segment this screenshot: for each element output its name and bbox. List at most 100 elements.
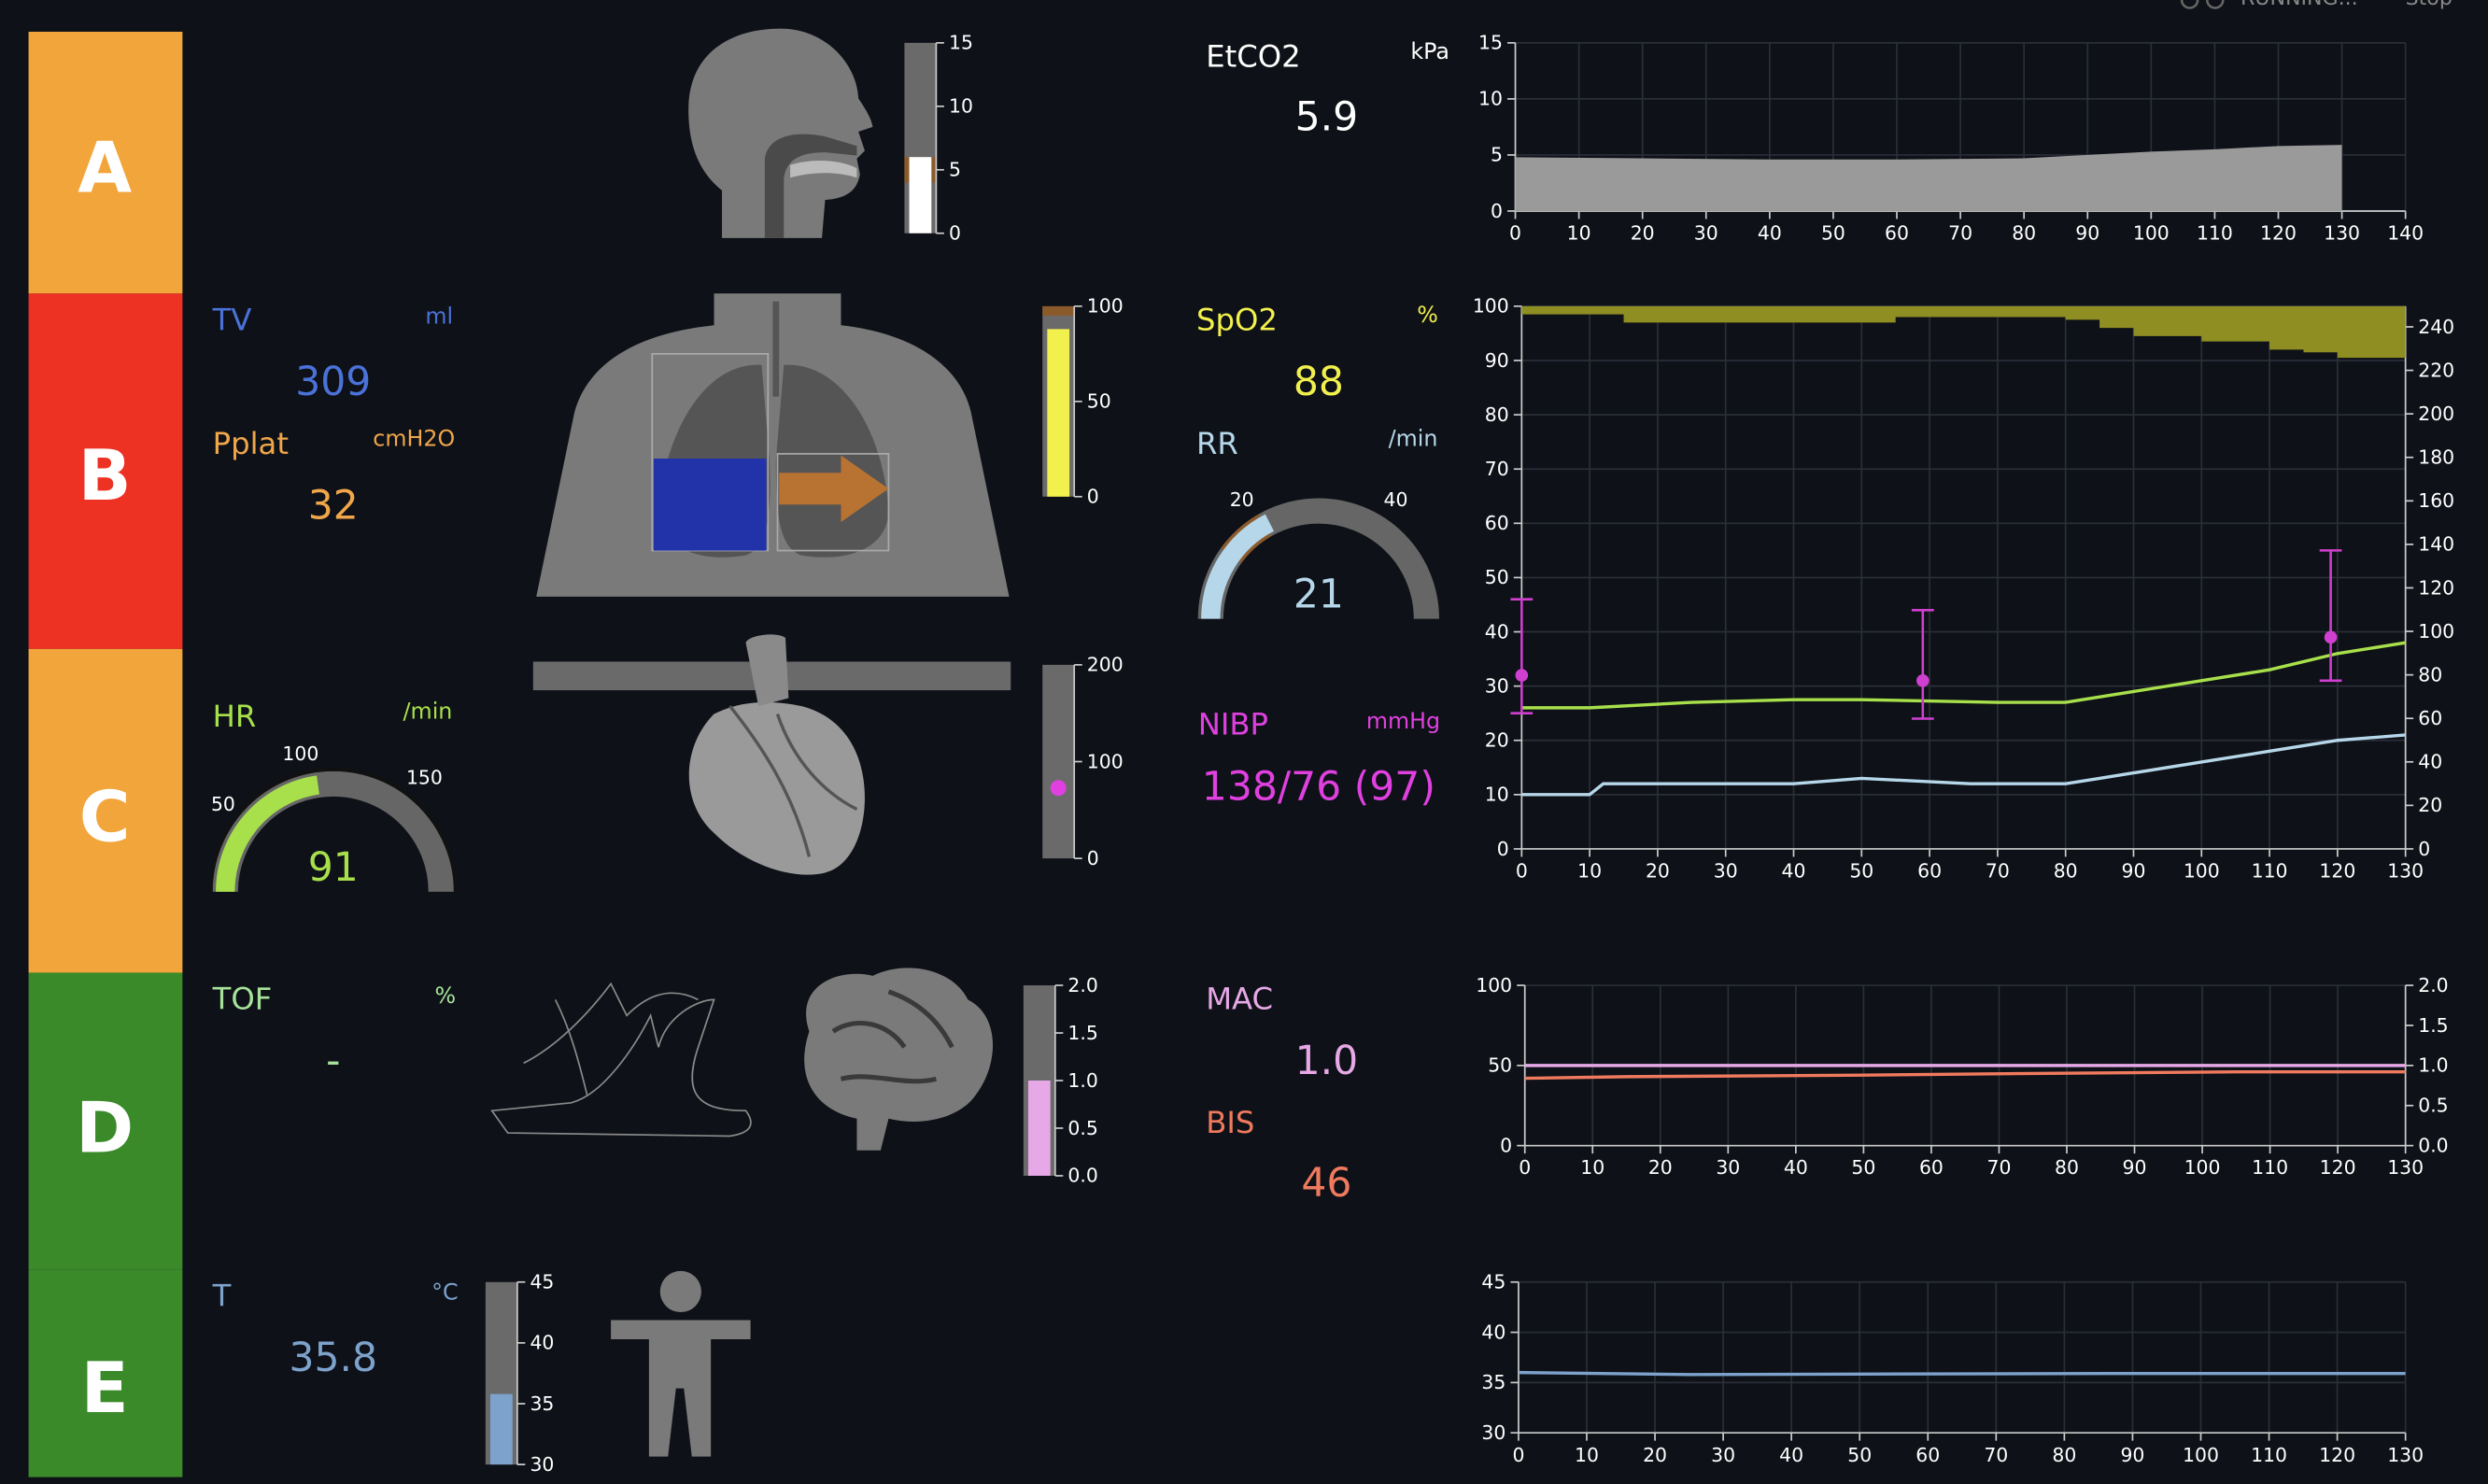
chart-y2-tick-label: 160 [2418, 489, 2454, 512]
aorta-icon [745, 634, 789, 707]
mac-bar-tick-label: 1.5 [1067, 1022, 1097, 1044]
chart-y2-tick-label: 220 [2418, 359, 2454, 381]
chart-y-tick-label: 30 [1481, 1421, 1506, 1444]
hr-gauge-tick-150: 150 [406, 766, 443, 788]
chart-x-tick-label: 0 [1512, 1444, 1524, 1466]
mac-bar-tick-label: 1.0 [1067, 1069, 1097, 1092]
pplat-arrow-icon [779, 455, 889, 522]
chart-y2-tick-label: 0 [2418, 838, 2430, 860]
brain-folds-icon [831, 989, 954, 1084]
temp-bar-tick-label: 30 [530, 1453, 554, 1476]
chart-y2-tick-label: 1.0 [2418, 1054, 2448, 1077]
spo2-bar-tick-label: 100 [1087, 295, 1124, 318]
chart-y2-tick-label: 60 [2418, 707, 2442, 729]
chart-x-tick-label: 70 [1986, 1156, 2011, 1179]
spo2-hr-rr-nibp-chart: 0 10 20 30 40 50 60 70 80 90 100 110 120 130100908070… [1473, 295, 2454, 883]
tof-value: - [326, 1039, 340, 1084]
chart-x-tick-label: 90 [2120, 1444, 2144, 1466]
airway-bar: 15 10 5 0 [904, 32, 973, 245]
nibp-point [1916, 674, 1930, 687]
chart-y-tick-label: 60 [1485, 512, 1509, 534]
stop-button[interactable]: Stop [2406, 0, 2453, 10]
head-icon [688, 28, 873, 238]
etco2-unit: kPa [1410, 38, 1449, 64]
spo2-unit: % [1417, 302, 1438, 328]
spo2-area [1521, 305, 2406, 366]
chart-x-tick-label: 130 [2387, 1444, 2424, 1466]
spo2-bar-normal [1042, 305, 1075, 317]
chart-x-tick-label: 40 [1779, 1444, 1803, 1466]
nibp-label: NIBP [1198, 707, 1268, 742]
chart-x-tick-label: 10 [1567, 222, 1591, 245]
temp-bar-tick-label: 35 [530, 1392, 554, 1415]
chart-x-tick-label: 80 [2012, 222, 2036, 245]
body-icon [611, 1320, 751, 1457]
temp-value: 35.8 [290, 1336, 378, 1381]
rr-label: RR [1196, 426, 1238, 461]
hr-bar-tick-label: 200 [1087, 654, 1124, 676]
temp-bar-fill [489, 1393, 513, 1465]
trachea-icon [772, 301, 780, 397]
chart-x-tick-label: 40 [1782, 860, 1806, 883]
chart-y2-tick-label: 240 [2418, 316, 2454, 338]
mac-bar-fill [1027, 1081, 1051, 1176]
run-status: RUNNING... Stop [2180, 0, 2453, 10]
airway-bar-tick-label: 15 [949, 32, 973, 54]
hr-label: HR [213, 699, 257, 734]
chart-y2-tick-label: 200 [2418, 403, 2454, 425]
heart-icon [688, 701, 865, 875]
chart-y-tick-label: 10 [1485, 784, 1509, 806]
spo2-label: SpO2 [1196, 302, 1278, 337]
chart-y-tick-label: 20 [1485, 729, 1509, 752]
airway-icon [764, 134, 857, 238]
running-icon [2180, 0, 2199, 9]
chart-y2-tick-label: 100 [2418, 620, 2454, 643]
hr-gauge: 50 100 150 91 [209, 742, 458, 893]
chart-x-tick-label: 90 [2123, 1156, 2147, 1179]
chart-x-tick-label: 70 [1986, 860, 2010, 883]
chart-x-tick-label: 40 [1784, 1156, 1808, 1179]
section-band-d [28, 972, 183, 1270]
chart-x-tick-label: 120 [2260, 222, 2297, 245]
hr-gauge-fill [216, 775, 320, 893]
mac-bar: 2.0 1.5 1.0 0.5 0.0 [1023, 974, 1098, 1187]
bis-label: BIS [1206, 1105, 1254, 1140]
tv-value: 309 [295, 360, 371, 405]
mac-bar-tick-label: 0.5 [1067, 1117, 1097, 1139]
chart-x-tick-label: 50 [1849, 860, 1873, 883]
bis-line [1524, 1070, 2406, 1081]
rr-gauge-tick-20: 20 [1230, 488, 1254, 511]
chart-y2-tick-label: 80 [2418, 663, 2442, 685]
chart-x-tick-label: 120 [2320, 1156, 2356, 1179]
chart-x-tick-label: 40 [1758, 222, 1782, 245]
chart-x-tick-label: 30 [1716, 1156, 1740, 1179]
temp-bar: 45 40 35 30 [485, 1271, 554, 1476]
right-lung-icon [775, 364, 889, 558]
nibp-point [2324, 630, 2338, 644]
chart-x-tick-label: 30 [1711, 1444, 1735, 1466]
section-band-b [28, 293, 183, 649]
coronary-icon [728, 704, 858, 857]
chart-x-tick-label: 60 [1915, 1444, 1940, 1466]
chart-y-tick-label: 100 [1473, 295, 1509, 318]
chart-y2-tick-label: 20 [2418, 794, 2442, 816]
chart-y-tick-label: 0 [1497, 838, 1509, 860]
nibp-unit: mmHg [1366, 708, 1440, 734]
hr-bar-track [1042, 664, 1075, 859]
chart-y-tick-label: 15 [1478, 32, 1503, 54]
chart-y-tick-label: 45 [1481, 1271, 1506, 1293]
chart-y2-tick-label: 2.0 [2418, 974, 2448, 996]
temperature-chart: 0 10 20 30 40 50 60 70 80 90 100 110 120 130 45 40 35 30 [1481, 1271, 2424, 1466]
chart-x-tick-label: 110 [2252, 1156, 2288, 1179]
nibp-point [1515, 669, 1529, 682]
chart-y-tick-label: 70 [1485, 458, 1509, 480]
running-icon [2206, 0, 2225, 9]
hr-bar-marker [1050, 780, 1067, 797]
spo2-bar: 100 50 0 [1042, 295, 1124, 508]
rr-gauge: 20 40 21 [1197, 488, 1439, 619]
chart-y2-tick-label: 1.5 [2418, 1014, 2448, 1037]
tof-unit: % [435, 982, 457, 1009]
chart-y-tick-label: 50 [1485, 566, 1509, 588]
head-illustration [688, 28, 873, 238]
chart-y2-tick-label: 40 [2418, 751, 2442, 773]
